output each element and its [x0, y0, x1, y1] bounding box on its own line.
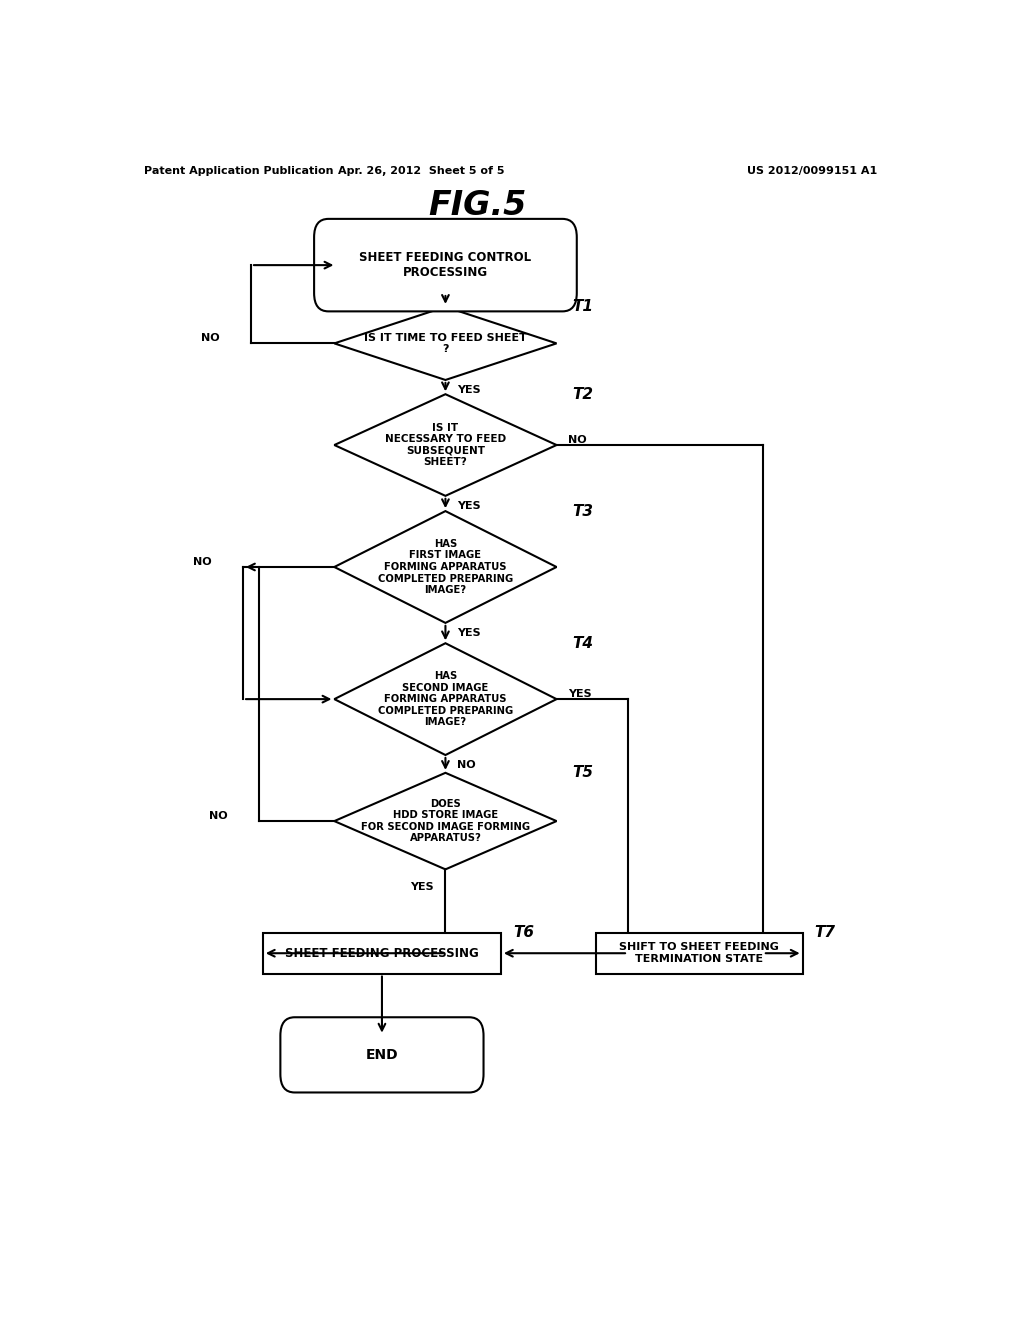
- Text: T4: T4: [572, 636, 594, 651]
- Text: Apr. 26, 2012  Sheet 5 of 5: Apr. 26, 2012 Sheet 5 of 5: [338, 165, 505, 176]
- Text: YES: YES: [568, 689, 592, 700]
- Text: NO: NO: [193, 557, 211, 566]
- Polygon shape: [334, 511, 557, 623]
- Text: FIG.5: FIG.5: [428, 189, 526, 222]
- Text: T2: T2: [572, 387, 594, 401]
- Text: NO: NO: [458, 760, 476, 770]
- Text: T3: T3: [572, 504, 594, 519]
- Polygon shape: [334, 772, 557, 870]
- FancyBboxPatch shape: [596, 933, 803, 974]
- Text: YES: YES: [458, 500, 481, 511]
- Text: T6: T6: [513, 925, 534, 940]
- Text: Patent Application Publication: Patent Application Publication: [143, 165, 334, 176]
- Text: IS IT
NECESSARY TO FEED
SUBSEQUENT
SHEET?: IS IT NECESSARY TO FEED SUBSEQUENT SHEET…: [385, 422, 506, 467]
- Text: SHIFT TO SHEET FEEDING
TERMINATION STATE: SHIFT TO SHEET FEEDING TERMINATION STATE: [620, 942, 779, 964]
- Text: IS IT TIME TO FEED SHEET
?: IS IT TIME TO FEED SHEET ?: [364, 333, 527, 354]
- Text: NO: NO: [201, 334, 219, 343]
- Text: HAS
FIRST IMAGE
FORMING APPARATUS
COMPLETED PREPARING
IMAGE?: HAS FIRST IMAGE FORMING APPARATUS COMPLE…: [378, 539, 513, 595]
- Text: SHEET FEEDING CONTROL
PROCESSING: SHEET FEEDING CONTROL PROCESSING: [359, 251, 531, 279]
- Polygon shape: [334, 306, 557, 380]
- Text: HAS
SECOND IMAGE
FORMING APPARATUS
COMPLETED PREPARING
IMAGE?: HAS SECOND IMAGE FORMING APPARATUS COMPL…: [378, 671, 513, 727]
- Text: T7: T7: [814, 925, 836, 940]
- Text: YES: YES: [458, 385, 481, 395]
- Text: DOES
HDD STORE IMAGE
FOR SECOND IMAGE FORMING
APPARATUS?: DOES HDD STORE IMAGE FOR SECOND IMAGE FO…: [360, 799, 530, 843]
- Polygon shape: [334, 643, 557, 755]
- Text: END: END: [366, 1048, 398, 1061]
- Polygon shape: [334, 395, 557, 496]
- Text: T1: T1: [572, 300, 594, 314]
- Text: NO: NO: [209, 810, 227, 821]
- Text: YES: YES: [410, 882, 433, 891]
- Text: US 2012/0099151 A1: US 2012/0099151 A1: [748, 165, 878, 176]
- FancyBboxPatch shape: [281, 1018, 483, 1093]
- Text: YES: YES: [458, 628, 481, 638]
- FancyBboxPatch shape: [263, 933, 501, 974]
- Text: T5: T5: [572, 766, 594, 780]
- FancyBboxPatch shape: [314, 219, 577, 312]
- Text: NO: NO: [568, 436, 587, 445]
- Text: SHEET FEEDING PROCESSING: SHEET FEEDING PROCESSING: [285, 946, 479, 960]
